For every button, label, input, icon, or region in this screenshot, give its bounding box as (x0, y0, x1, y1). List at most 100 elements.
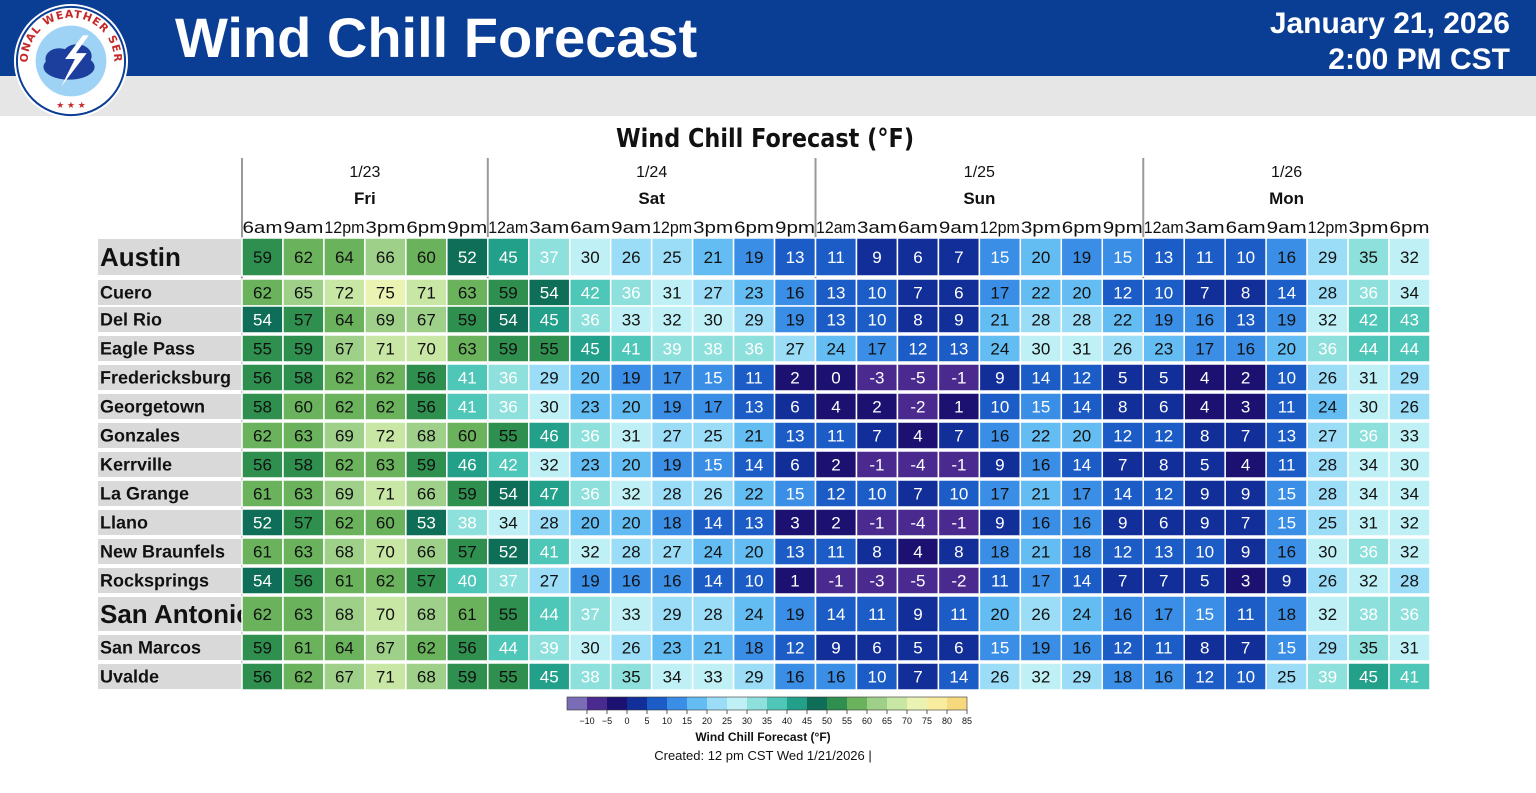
cell-value: 31 (663, 284, 682, 303)
heatmap-cell (896, 537, 940, 566)
heatmap-cell (1183, 633, 1226, 662)
heatmap-cell (487, 633, 530, 662)
colorbar-swatch (707, 697, 727, 710)
cell-value: 63 (294, 605, 313, 624)
heatmap-cell (814, 278, 858, 307)
cell-value: 24 (990, 340, 1009, 359)
cell-value: 15 (1277, 485, 1296, 504)
heatmap-cell (691, 305, 735, 334)
colorbar-swatch (667, 697, 687, 710)
heatmap-cell (1265, 595, 1308, 633)
cell-value: 34 (1359, 485, 1378, 504)
cell-value: 24 (1072, 605, 1091, 624)
day-name-label: Mon (1269, 189, 1304, 208)
colorbar-swatch (867, 697, 887, 710)
heatmap-cell (364, 595, 407, 633)
heatmap-cell (282, 392, 325, 421)
row-label-bg (98, 423, 242, 448)
cell-value: 64 (335, 248, 354, 267)
cell-value: 8 (1118, 398, 1127, 417)
cell-value: 25 (663, 248, 682, 267)
cell-value: 17 (990, 485, 1009, 504)
heatmap-cell (773, 305, 817, 334)
heatmap-cell (282, 508, 325, 537)
cell-value: 7 (913, 284, 922, 303)
heatmap-cell (364, 237, 407, 277)
cell-value: 10 (990, 398, 1009, 417)
cell-value: 2 (831, 456, 840, 475)
heatmap-cell (446, 334, 489, 363)
cell-value: 23 (663, 639, 682, 658)
cell-value: 21 (990, 311, 1009, 330)
heatmap-cell (528, 363, 571, 392)
cell-value: 29 (1400, 369, 1419, 388)
cell-value: 21 (704, 639, 723, 658)
cell-value: 68 (335, 543, 354, 562)
heatmap-cell (405, 508, 448, 537)
colorbar-tick-label: −10 (579, 716, 594, 726)
heatmap-cell (732, 450, 776, 479)
cell-value: 10 (1277, 369, 1296, 388)
heatmap-cell (1347, 450, 1390, 479)
heatmap-cell (1101, 633, 1144, 662)
cell-value: 59 (294, 340, 313, 359)
cell-value: 6 (1159, 514, 1168, 533)
heatmap-cell (1060, 537, 1104, 566)
cell-value: 32 (663, 311, 682, 330)
heatmap-cell (241, 479, 284, 508)
heatmap-cell (1347, 421, 1390, 450)
heatmap-cell (323, 595, 366, 633)
cell-value: 55 (499, 427, 518, 446)
cell-value: 9 (831, 639, 840, 658)
heatmap-cell (691, 662, 735, 691)
cell-value: 62 (294, 248, 313, 267)
heatmap-cell (732, 633, 776, 662)
heatmap-cell (241, 662, 284, 691)
colorbar-tick-label: 20 (702, 716, 712, 726)
heatmap-cell (1265, 450, 1308, 479)
cell-value: 62 (253, 284, 272, 303)
cell-value: 33 (622, 605, 641, 624)
cell-value: 16 (1113, 605, 1132, 624)
cell-value: 12 (786, 639, 805, 658)
cell-value: 8 (913, 311, 922, 330)
cell-value: 45 (1359, 668, 1378, 687)
colorbar-swatch (907, 697, 927, 710)
cell-value: 7 (954, 248, 963, 267)
cell-value: 32 (1400, 543, 1419, 562)
cell-value: 34 (499, 514, 518, 533)
heatmap-cell (487, 421, 530, 450)
cell-value: 68 (417, 668, 436, 687)
cell-value: 12 (1072, 369, 1091, 388)
heatmap-cell (446, 537, 489, 566)
heatmap-cell (650, 479, 694, 508)
cell-value: 31 (1072, 340, 1091, 359)
cell-value: 36 (581, 485, 600, 504)
heatmap-cell (568, 479, 612, 508)
cell-value: 30 (1031, 340, 1050, 359)
cell-value: 11 (745, 369, 763, 388)
heatmap-cell (364, 305, 407, 334)
heatmap-cell (1183, 278, 1226, 307)
cell-value: 62 (335, 456, 354, 475)
cell-value: 32 (581, 543, 600, 562)
cell-value: -4 (910, 514, 925, 533)
heatmap-cell (1183, 392, 1226, 421)
cell-value: -1 (951, 369, 966, 388)
cell-value: 20 (1072, 284, 1091, 303)
cell-value: 55 (499, 605, 518, 624)
heatmap-cell (1306, 633, 1349, 662)
location-label: Kerrville (100, 455, 172, 475)
heatmap-cell (1347, 537, 1390, 566)
day-date-label: 1/24 (636, 164, 667, 181)
colorbar-tick-label: 65 (882, 716, 892, 726)
cell-value: 11 (1196, 248, 1214, 267)
heatmap-cell (241, 450, 284, 479)
cell-value: 42 (1359, 311, 1378, 330)
heatmap-cell (855, 305, 899, 334)
cell-value: 26 (1400, 398, 1419, 417)
cell-value: 63 (376, 456, 395, 475)
colorbar-tick-label: 60 (862, 716, 872, 726)
cell-value: 36 (1359, 543, 1378, 562)
cell-value: 66 (417, 485, 436, 504)
